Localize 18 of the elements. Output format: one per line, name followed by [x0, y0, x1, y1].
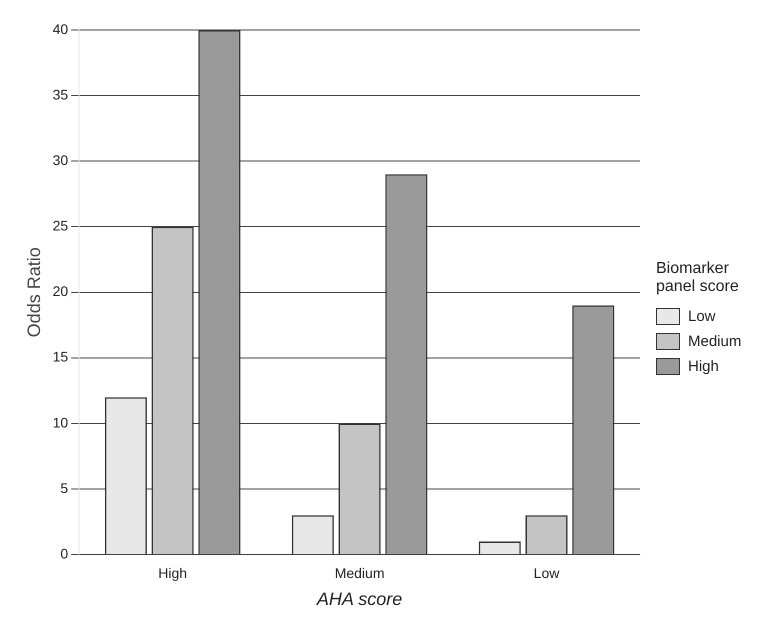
y-tick-label: 40: [52, 20, 68, 37]
y-axis-title: Odds Ratio: [24, 247, 44, 338]
x-tick-label: Low: [534, 564, 560, 581]
y-tick-label: 5: [60, 480, 68, 496]
x-tick-label: Medium: [334, 564, 384, 581]
y-tick-label: 10: [52, 414, 68, 430]
x-axis-title: AHA score: [316, 589, 402, 610]
legend-title: Biomarker panel score: [656, 260, 740, 296]
legend-label: Medium: [688, 333, 742, 350]
y-tick-label: 30: [52, 152, 68, 168]
y-tick-label: 35: [52, 86, 68, 102]
y-tick-label: 15: [52, 348, 68, 365]
y-tick-label: 25: [52, 218, 68, 234]
legend-label: High: [688, 358, 719, 375]
x-tick-label: High: [158, 564, 188, 581]
legend-label: Low: [688, 308, 716, 325]
y-tick-label: 20: [52, 283, 68, 300]
y-tick-label: 0: [60, 545, 68, 562]
